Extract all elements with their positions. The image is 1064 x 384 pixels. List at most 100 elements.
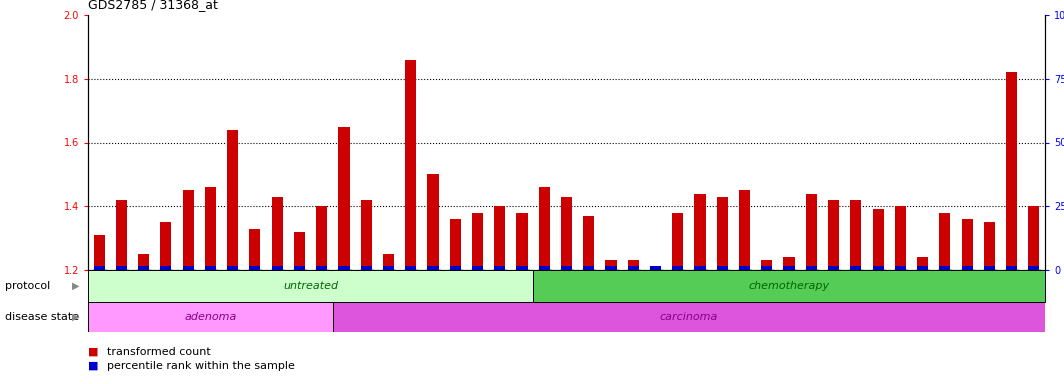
Bar <box>88 270 533 302</box>
Bar <box>761 260 772 270</box>
Bar <box>805 194 817 270</box>
Bar <box>138 254 149 270</box>
Bar <box>850 200 862 270</box>
Text: percentile rank within the sample: percentile rank within the sample <box>107 361 295 371</box>
Bar <box>872 266 883 270</box>
Bar <box>672 213 683 270</box>
Bar <box>917 266 928 270</box>
Bar <box>494 266 505 270</box>
Text: disease state: disease state <box>5 312 80 322</box>
Bar <box>183 266 194 270</box>
Bar <box>739 190 750 270</box>
Bar <box>783 266 795 270</box>
Bar <box>338 266 349 270</box>
Bar <box>984 266 995 270</box>
Bar <box>472 266 483 270</box>
Bar <box>695 266 705 270</box>
Bar <box>828 200 839 270</box>
Bar <box>338 127 349 270</box>
Bar <box>94 235 104 270</box>
Text: protocol: protocol <box>5 281 51 291</box>
Bar <box>1007 266 1017 270</box>
Text: ▶: ▶ <box>72 312 80 322</box>
Bar <box>472 213 483 270</box>
Bar <box>405 60 416 270</box>
Bar <box>984 222 995 270</box>
Bar <box>138 266 149 270</box>
Text: carcinoma: carcinoma <box>660 312 718 322</box>
Text: ▶: ▶ <box>72 281 80 291</box>
Bar <box>605 266 616 270</box>
Bar <box>561 266 572 270</box>
Bar <box>205 266 216 270</box>
Bar <box>516 266 528 270</box>
Bar <box>161 266 171 270</box>
Bar <box>428 174 438 270</box>
Bar <box>316 206 328 270</box>
Text: chemotherapy: chemotherapy <box>748 281 830 291</box>
Bar <box>895 266 905 270</box>
Bar <box>583 266 595 270</box>
Bar <box>1007 72 1017 270</box>
Bar <box>628 266 638 270</box>
Bar <box>872 209 883 270</box>
Text: untreated: untreated <box>283 281 338 291</box>
Bar <box>895 206 905 270</box>
Bar <box>1028 206 1040 270</box>
Bar <box>494 206 505 270</box>
Bar <box>695 194 705 270</box>
Bar <box>294 266 305 270</box>
Bar <box>1028 266 1040 270</box>
Bar <box>717 197 728 270</box>
Bar <box>88 302 333 332</box>
Bar <box>94 266 104 270</box>
Bar <box>516 213 528 270</box>
Text: ■: ■ <box>88 347 99 357</box>
Bar <box>739 266 750 270</box>
Bar <box>650 266 661 270</box>
Bar <box>962 266 972 270</box>
Text: transformed count: transformed count <box>107 347 211 357</box>
Bar <box>333 302 1045 332</box>
Bar <box>227 130 238 270</box>
Bar <box>538 187 550 270</box>
Bar <box>116 200 127 270</box>
Bar <box>383 266 394 270</box>
Bar <box>583 216 595 270</box>
Bar <box>538 266 550 270</box>
Bar <box>361 266 371 270</box>
Bar <box>271 266 283 270</box>
Bar <box>761 266 772 270</box>
Text: GDS2785 / 31368_at: GDS2785 / 31368_at <box>88 0 218 11</box>
Bar <box>161 222 171 270</box>
Bar <box>450 266 461 270</box>
Bar <box>628 260 638 270</box>
Bar <box>383 254 394 270</box>
Bar <box>405 266 416 270</box>
Text: adenoma: adenoma <box>184 312 236 322</box>
Bar <box>940 213 950 270</box>
Bar <box>428 266 438 270</box>
Bar <box>561 197 572 270</box>
Bar <box>533 270 1045 302</box>
Bar <box>249 228 261 270</box>
Bar <box>294 232 305 270</box>
Bar <box>361 200 371 270</box>
Bar <box>828 266 839 270</box>
Bar <box>183 190 194 270</box>
Bar <box>962 219 972 270</box>
Bar <box>249 266 261 270</box>
Text: ■: ■ <box>88 361 99 371</box>
Bar <box>227 266 238 270</box>
Bar <box>205 187 216 270</box>
Bar <box>316 266 328 270</box>
Bar <box>116 266 127 270</box>
Bar <box>450 219 461 270</box>
Bar <box>717 266 728 270</box>
Bar <box>271 197 283 270</box>
Bar <box>940 266 950 270</box>
Bar <box>605 260 616 270</box>
Bar <box>805 266 817 270</box>
Bar <box>783 257 795 270</box>
Bar <box>917 257 928 270</box>
